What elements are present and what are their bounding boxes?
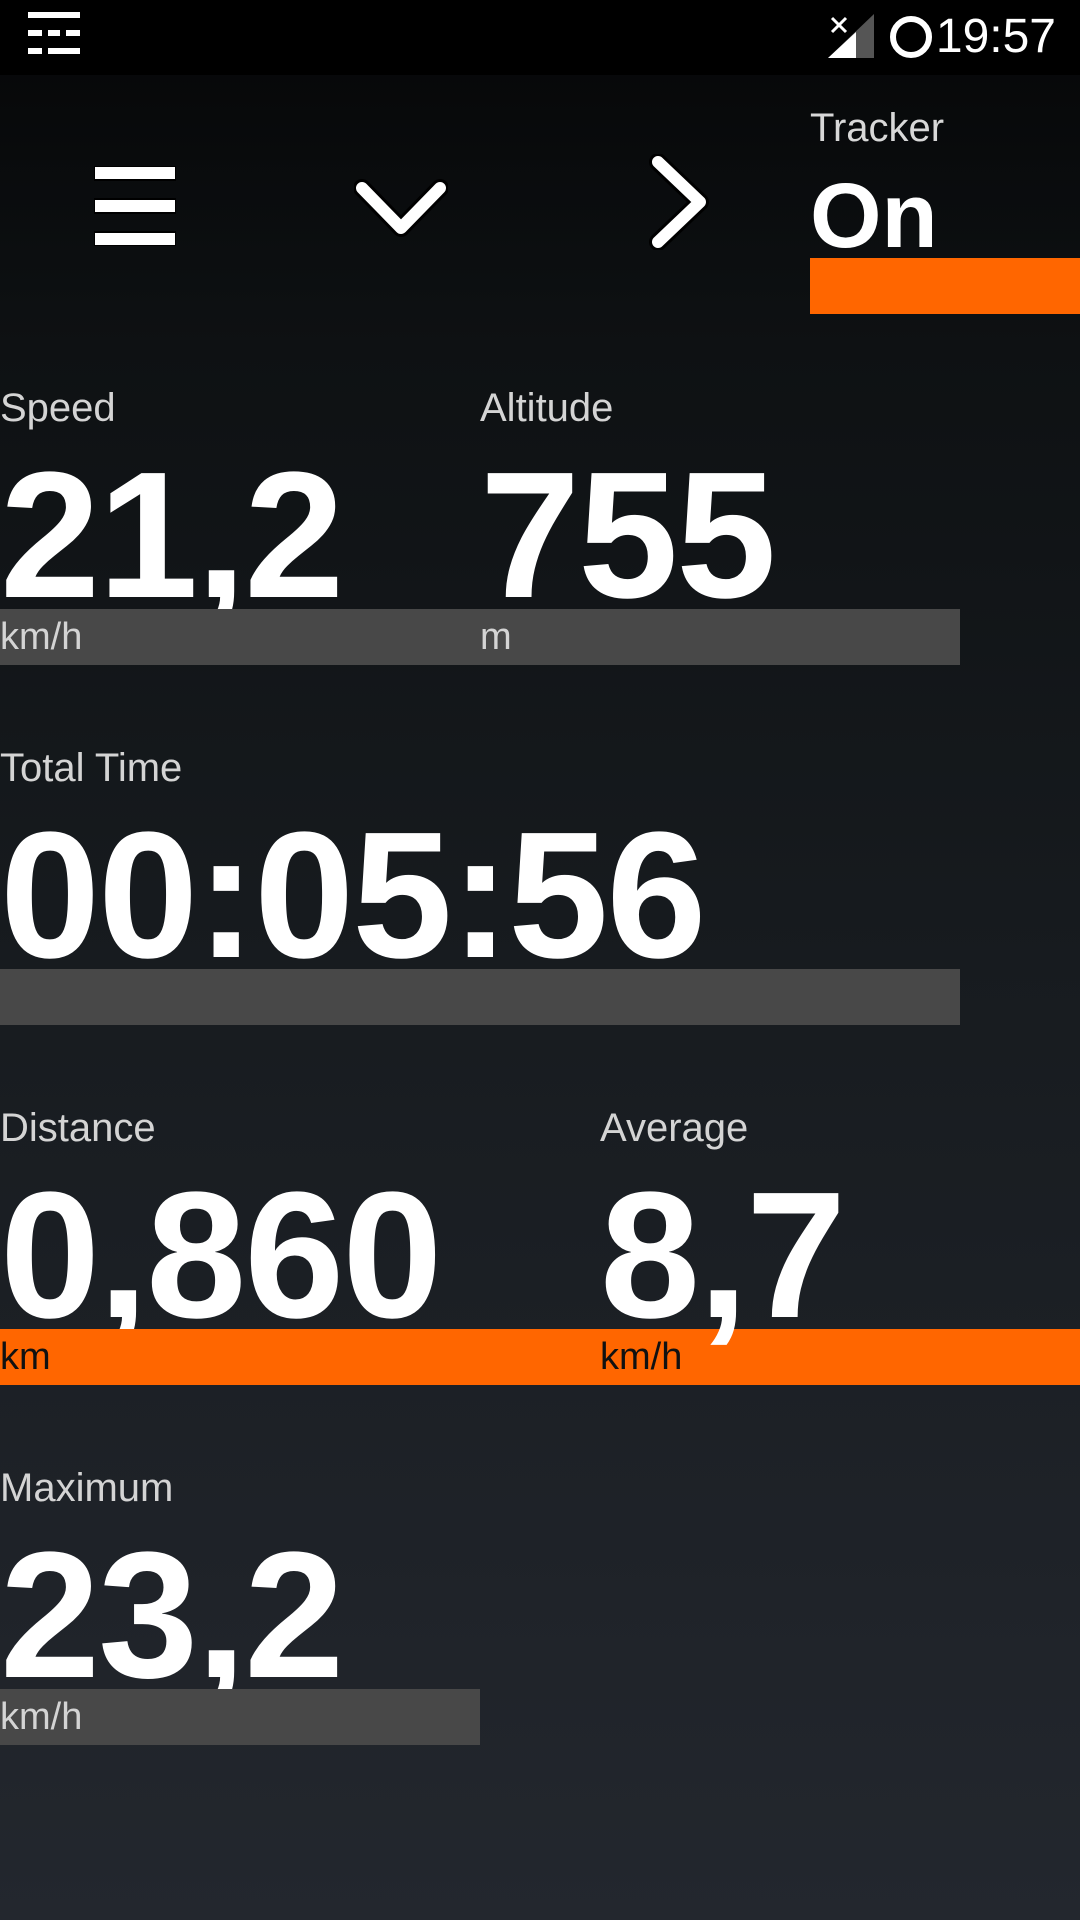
maximum-unit-bar — [0, 1689, 480, 1745]
tracker-status: On — [810, 165, 938, 267]
distance-unit: km — [0, 1336, 51, 1378]
average-label: Average — [600, 1106, 749, 1150]
total-time-value: 00:05:56 — [0, 795, 707, 996]
distance-average-unit-bar — [0, 1329, 1080, 1385]
chevron-right-icon[interactable] — [644, 154, 714, 250]
altitude-unit: m — [480, 616, 512, 658]
average-unit: km/h — [600, 1336, 683, 1378]
signal-no-service-icon — [828, 14, 874, 58]
maximum-value: 23,2 — [0, 1515, 344, 1716]
status-time: 19:57 — [935, 10, 1056, 63]
maximum-label: Maximum — [0, 1466, 174, 1510]
status-bar: 19:57 — [0, 0, 1080, 75]
chevron-down-icon[interactable] — [354, 176, 448, 246]
speed-value: 21,2 — [0, 435, 344, 636]
maximum-unit: km/h — [0, 1696, 83, 1738]
hamburger-menu-icon[interactable] — [94, 166, 176, 246]
sync-ring-icon — [890, 16, 932, 58]
average-value: 8,7 — [600, 1155, 846, 1356]
total-time-label: Total Time — [0, 746, 183, 790]
altitude-label: Altitude — [480, 386, 614, 430]
notification-menu-icon — [28, 12, 80, 54]
tracker-label: Tracker — [810, 106, 945, 150]
speed-unit: km/h — [0, 616, 83, 658]
distance-value: 0,860 — [0, 1155, 442, 1356]
tracker-status-bar — [810, 258, 1080, 314]
distance-label: Distance — [0, 1106, 156, 1150]
speed-label: Speed — [0, 386, 116, 430]
total-time-bar — [0, 969, 960, 1025]
altitude-value: 755 — [480, 435, 776, 636]
speed-altitude-unit-bar — [0, 609, 960, 665]
